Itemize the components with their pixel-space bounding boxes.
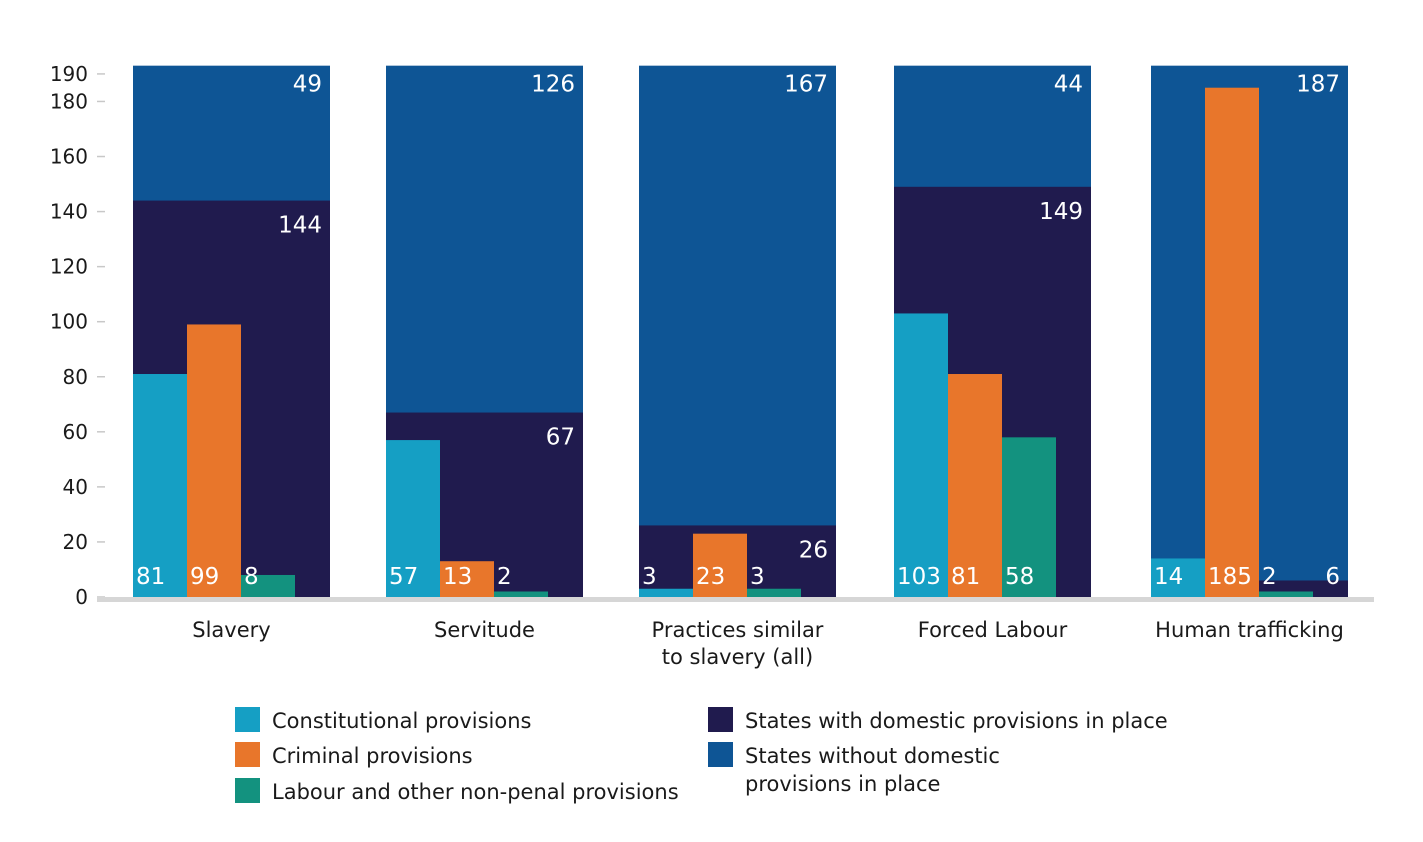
x-category-label: Practices similar (652, 618, 824, 642)
bar-labour (494, 591, 548, 597)
y-tick-label: 140 (50, 200, 88, 224)
y-tick-label: 80 (63, 365, 88, 389)
bar-constitutional (133, 374, 187, 597)
bar-constitutional (386, 440, 440, 597)
x-category-label: Forced Labour (918, 618, 1068, 642)
y-tick-label: 190 (50, 62, 88, 86)
data-label-states-with: 149 (1039, 199, 1083, 225)
data-label-labour: 8 (244, 564, 259, 590)
bar-labour (1002, 437, 1056, 597)
data-label-labour: 58 (1005, 564, 1034, 590)
bar-criminal (1205, 87, 1259, 597)
y-tick-label: 180 (50, 89, 88, 113)
x-category-label: Slavery (192, 618, 270, 642)
y-tick-label: 60 (63, 420, 88, 444)
data-label-states-without: 126 (531, 72, 575, 98)
data-label-labour: 3 (750, 564, 765, 590)
data-label-constitutional: 57 (389, 564, 418, 590)
data-label-criminal: 13 (443, 564, 472, 590)
y-tick-label: 20 (63, 530, 88, 554)
bar-constitutional (894, 313, 948, 597)
data-label-constitutional: 81 (136, 564, 165, 590)
data-label-states-with: 26 (799, 537, 828, 563)
bar-states-without (639, 65, 836, 597)
data-label-criminal: 185 (1208, 564, 1252, 590)
data-label-labour: 2 (497, 564, 512, 590)
data-label-states-with: 144 (278, 213, 322, 239)
y-tick-label: 0 (75, 585, 88, 609)
bar-labour (747, 588, 801, 597)
bar-criminal (693, 533, 747, 597)
data-label-states-without: 187 (1296, 72, 1340, 98)
y-tick-label: 40 (63, 475, 88, 499)
data-label-states-without: 167 (784, 72, 828, 98)
x-axis-line (97, 597, 1374, 602)
data-label-criminal: 23 (696, 564, 725, 590)
x-category-label: Human trafficking (1155, 618, 1344, 642)
x-category-label: Servitude (434, 618, 535, 642)
data-label-constitutional: 103 (897, 564, 941, 590)
bar-criminal (440, 561, 494, 597)
data-label-criminal: 99 (190, 564, 219, 590)
x-category-label: to slavery (all) (662, 645, 813, 669)
data-label-states-without: 49 (293, 72, 322, 98)
data-label-states-without: 44 (1054, 72, 1083, 98)
data-label-states-with: 67 (546, 425, 575, 451)
bar-criminal (948, 374, 1002, 597)
bar-labour (1259, 591, 1313, 597)
bar-constitutional (1151, 558, 1205, 597)
data-label-constitutional: 14 (1154, 564, 1183, 590)
bar-constitutional (639, 588, 693, 597)
y-tick-label: 160 (50, 145, 88, 169)
data-label-criminal: 81 (951, 564, 980, 590)
bar-labour (241, 574, 295, 597)
data-label-labour: 2 (1262, 564, 1277, 590)
bar-criminal (187, 324, 241, 597)
data-label-constitutional: 3 (642, 564, 657, 590)
y-tick-label: 100 (50, 310, 88, 334)
data-label-states-with: 6 (1325, 564, 1340, 590)
y-tick-label: 120 (50, 255, 88, 279)
